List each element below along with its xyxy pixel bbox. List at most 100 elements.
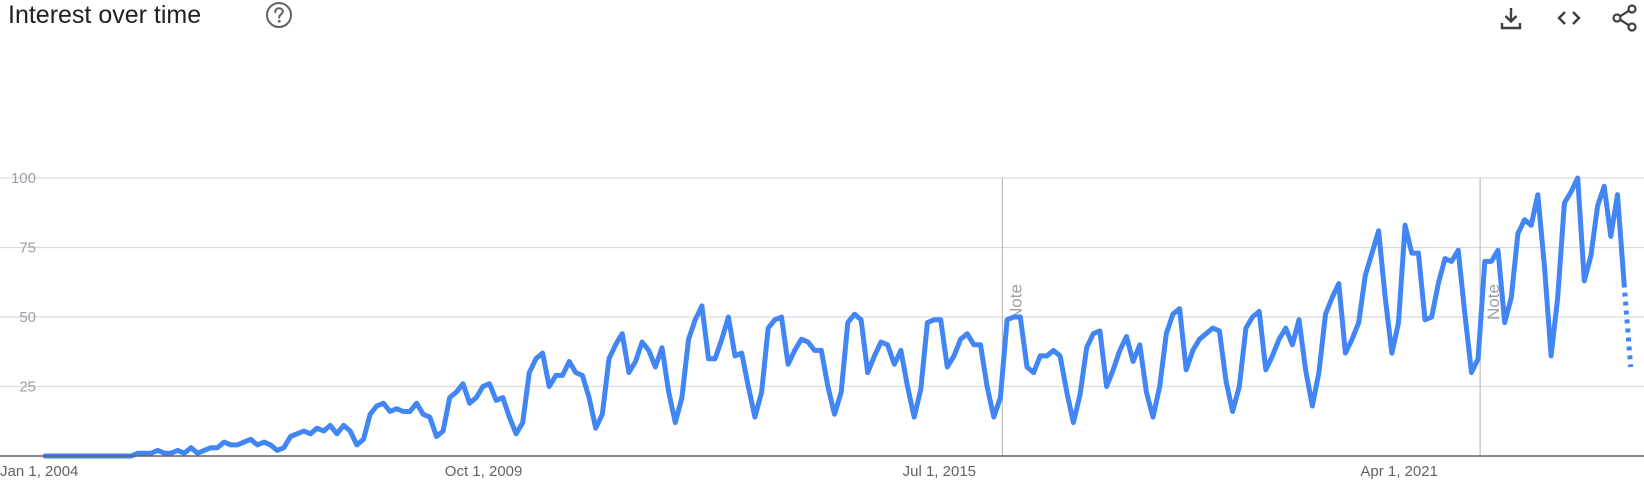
- data-point: [1284, 326, 1288, 330]
- data-point: [580, 373, 584, 377]
- share-icon[interactable]: [1610, 3, 1640, 33]
- data-point: [1058, 354, 1062, 358]
- data-point: [846, 321, 850, 325]
- data-point: [388, 410, 392, 414]
- data-point: [1018, 315, 1022, 319]
- data-point: [1476, 357, 1480, 361]
- data-point: [454, 390, 458, 394]
- data-point: [1211, 326, 1215, 330]
- data-point: [979, 343, 983, 347]
- data-point: [992, 415, 996, 419]
- data-point: [222, 440, 226, 444]
- data-point: [368, 412, 372, 416]
- data-point: [1450, 259, 1454, 263]
- data-point: [1443, 257, 1447, 261]
- data-point: [985, 385, 989, 389]
- data-point: [143, 451, 147, 455]
- data-point: [1005, 318, 1009, 322]
- data-point: [939, 318, 943, 322]
- data-point: [806, 340, 810, 344]
- help-circle-icon[interactable]: [265, 1, 293, 29]
- data-point: [853, 312, 857, 316]
- data-point: [202, 448, 206, 452]
- data-point: [1105, 385, 1109, 389]
- data-point: [700, 304, 704, 308]
- data-point: [634, 360, 638, 364]
- data-point: [507, 415, 511, 419]
- data-point: [826, 385, 830, 389]
- data-point: [813, 348, 817, 352]
- data-point: [594, 426, 598, 430]
- data-point: [726, 315, 730, 319]
- chart-annotations: Note Note: [1001, 178, 1503, 456]
- data-point: [932, 318, 936, 322]
- data-point: [1410, 251, 1414, 255]
- data-point: [1304, 368, 1308, 372]
- data-point: [196, 451, 200, 455]
- data-point: [249, 437, 253, 441]
- data-point: [1609, 234, 1613, 238]
- data-point: [1589, 254, 1593, 258]
- data-point: [169, 451, 173, 455]
- data-point: [1012, 315, 1016, 319]
- data-point: [1423, 318, 1427, 322]
- data-point: [1171, 312, 1175, 316]
- data-point: [408, 410, 412, 414]
- data-point: [229, 443, 233, 447]
- data-point: [707, 357, 711, 361]
- data-point: [328, 423, 332, 427]
- data-point: [1164, 332, 1168, 336]
- download-icon[interactable]: [1496, 3, 1526, 33]
- data-point: [275, 448, 279, 452]
- data-point: [653, 365, 657, 369]
- data-point: [182, 451, 186, 455]
- data-point: [1065, 390, 1069, 394]
- chart-title: Interest over time: [8, 1, 202, 29]
- data-point: [1456, 248, 1460, 252]
- data-point: [607, 357, 611, 361]
- data-point: [461, 382, 465, 386]
- data-point: [355, 443, 359, 447]
- series-line-partial: [1621, 283, 1634, 368]
- x-tick-label: Jan 1, 2004: [0, 463, 78, 480]
- data-point: [1231, 410, 1235, 414]
- data-point: [587, 396, 591, 400]
- data-point: [680, 396, 684, 400]
- data-point: [952, 354, 956, 358]
- data-point: [965, 332, 969, 336]
- data-point: [136, 451, 140, 455]
- data-point: [1430, 315, 1434, 319]
- data-point: [886, 343, 890, 347]
- data-point: [322, 429, 326, 433]
- data-point: [1052, 348, 1056, 352]
- y-axis: 25 50 75 100: [11, 170, 36, 396]
- data-point: [1390, 351, 1394, 355]
- data-point: [627, 371, 631, 375]
- data-point: [1629, 365, 1633, 369]
- chart-header: Interest over time: [0, 0, 1644, 40]
- embed-code-icon[interactable]: [1554, 3, 1584, 33]
- data-point: [1529, 223, 1533, 227]
- data-point: [1118, 348, 1122, 352]
- data-point: [561, 373, 565, 377]
- data-point: [547, 385, 551, 389]
- data-point: [1489, 259, 1493, 263]
- data-point: [1270, 354, 1274, 358]
- data-point: [1038, 354, 1042, 358]
- data-point: [235, 443, 239, 447]
- data-point: [1144, 390, 1148, 394]
- data-point: [647, 348, 651, 352]
- data-point: [1330, 296, 1334, 300]
- data-point: [149, 451, 153, 455]
- data-point: [687, 337, 691, 341]
- data-point: [554, 373, 558, 377]
- data-point: [833, 412, 837, 416]
- y-tick-label: 100: [11, 170, 36, 187]
- data-point: [1138, 343, 1142, 347]
- data-point: [1078, 393, 1082, 397]
- data-point: [1509, 296, 1513, 300]
- data-point: [839, 390, 843, 394]
- data-point: [1536, 193, 1540, 197]
- data-point: [746, 385, 750, 389]
